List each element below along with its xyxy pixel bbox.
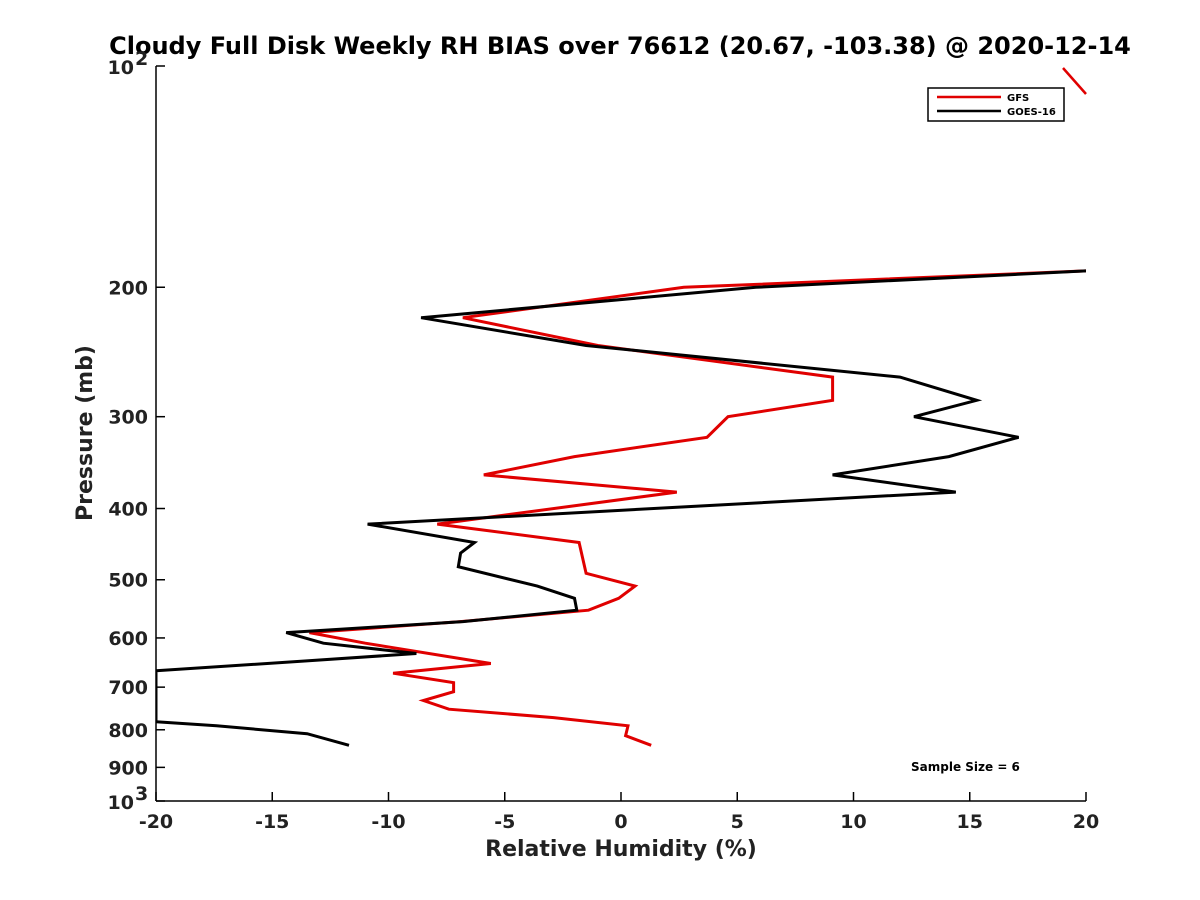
y-tick-exponent: 3 [135, 783, 148, 805]
y-tick-label: 300 [108, 407, 148, 429]
plot-lines [156, 269, 1086, 747]
x-ticks: -20 -15 -10 -5 0 5 10 15 20 [139, 792, 1099, 833]
y-tick-label: 10 [108, 57, 134, 79]
x-tick-label: -15 [255, 811, 289, 833]
y-axis-label: Pressure (mb) [73, 345, 98, 521]
series-line-gfs [309, 269, 1086, 747]
x-tick-label: -5 [494, 811, 515, 833]
y-tick-label: 700 [108, 677, 148, 699]
legend: GFS GOES-16 [927, 87, 1065, 122]
y-tick-label: 400 [108, 499, 148, 521]
x-axis-label: Relative Humidity (%) [485, 837, 757, 862]
sample-size-annotation: Sample Size = 6 [911, 760, 1020, 774]
y-tick-exponent: 2 [135, 48, 148, 70]
chart-title: Cloudy Full Disk Weekly RH BIAS over 766… [109, 32, 1131, 60]
x-tick-label: 5 [731, 811, 744, 833]
series-line-goes-16 [156, 269, 1086, 747]
x-tick-label: 15 [957, 811, 983, 833]
x-tick-label: -10 [371, 811, 405, 833]
legend-label-gfs: GFS [1007, 93, 1029, 104]
x-tick-label: -20 [139, 811, 173, 833]
series-line-gfs-top-stub [1062, 67, 1087, 95]
y-tick-label: 600 [108, 628, 148, 650]
y-tick-label: 800 [108, 720, 148, 742]
x-tick-label: 20 [1073, 811, 1099, 833]
x-tick-label: 10 [840, 811, 866, 833]
y-tick-label: 10 [108, 792, 134, 814]
x-tick-label: 0 [614, 811, 627, 833]
legend-label-goes16: GOES-16 [1007, 107, 1056, 118]
legend-box [927, 87, 1065, 122]
y-tick-label: 900 [108, 757, 148, 779]
y-tick-label: 500 [108, 570, 148, 592]
y-tick-label: 200 [108, 277, 148, 299]
